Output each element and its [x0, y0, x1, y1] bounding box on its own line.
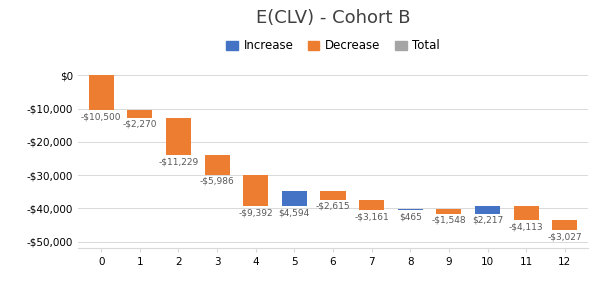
Text: $4,594: $4,594: [279, 208, 310, 217]
Text: -$3,161: -$3,161: [354, 212, 389, 221]
Text: -$3,027: -$3,027: [548, 232, 582, 241]
Text: -$4,113: -$4,113: [509, 222, 544, 231]
Bar: [243, 175, 268, 206]
Bar: [320, 191, 346, 200]
Bar: [359, 200, 384, 210]
Bar: [475, 206, 500, 214]
Text: -$5,986: -$5,986: [200, 177, 235, 186]
Text: $2,217: $2,217: [472, 216, 503, 225]
Legend: Increase, Decrease, Total: Increase, Decrease, Total: [221, 34, 445, 57]
Title: E(CLV) - Cohort B: E(CLV) - Cohort B: [256, 9, 410, 27]
Text: $465: $465: [399, 212, 422, 221]
Text: -$2,270: -$2,270: [122, 120, 157, 129]
Bar: [166, 118, 191, 155]
Bar: [514, 206, 539, 220]
Text: -$1,548: -$1,548: [431, 216, 466, 225]
Bar: [398, 209, 423, 210]
Text: -$9,392: -$9,392: [238, 208, 273, 217]
Bar: [282, 191, 307, 206]
Text: -$10,500: -$10,500: [81, 112, 121, 121]
Text: -$11,229: -$11,229: [158, 157, 199, 166]
Text: -$2,615: -$2,615: [316, 202, 350, 211]
Bar: [205, 155, 230, 175]
Bar: [89, 75, 114, 110]
Bar: [552, 220, 577, 230]
Bar: [436, 209, 461, 214]
Bar: [127, 110, 152, 118]
